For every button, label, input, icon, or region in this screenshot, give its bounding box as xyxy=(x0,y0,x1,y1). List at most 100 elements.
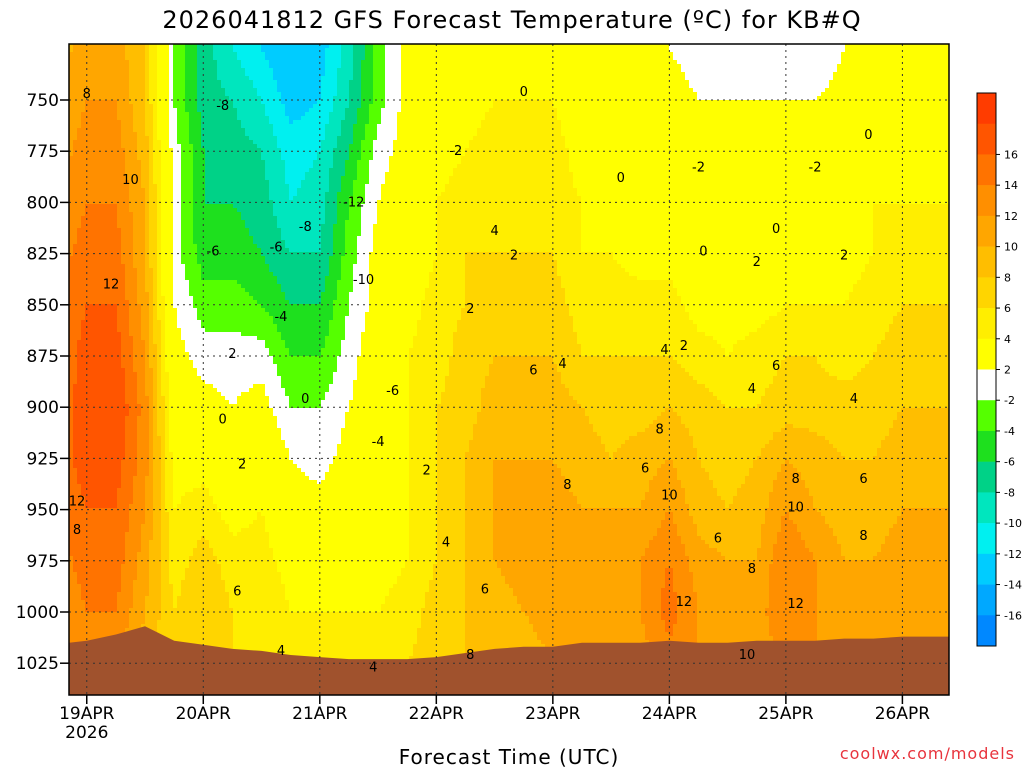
temperature-cell xyxy=(933,68,938,73)
temperature-cell xyxy=(173,68,178,73)
temperature-cell xyxy=(73,120,78,125)
temperature-cell xyxy=(185,100,190,105)
temperature-cell xyxy=(301,104,306,109)
temperature-cell xyxy=(77,52,82,57)
temperature-cell xyxy=(89,116,94,121)
temperature-cell xyxy=(893,76,898,81)
temperature-cell xyxy=(569,128,574,133)
temperature-cell xyxy=(577,48,582,53)
temperature-cell xyxy=(757,52,762,57)
temperature-cell xyxy=(793,80,798,85)
temperature-cell xyxy=(533,52,538,57)
temperature-cell xyxy=(313,96,318,101)
temperature-cell xyxy=(453,88,458,93)
temperature-cell xyxy=(413,88,418,93)
temperature-cell xyxy=(449,52,454,57)
temperature-cell xyxy=(133,60,138,65)
temperature-cell xyxy=(433,112,438,117)
temperature-cell xyxy=(573,120,578,125)
temperature-cell xyxy=(409,60,414,65)
temperature-cell xyxy=(517,80,522,85)
temperature-cell xyxy=(797,120,802,125)
temperature-cell xyxy=(253,92,258,97)
temperature-cell xyxy=(521,132,526,137)
temperature-cell xyxy=(813,48,818,53)
temperature-cell xyxy=(133,80,138,85)
temperature-cell xyxy=(913,116,918,121)
temperature-cell xyxy=(161,80,166,85)
temperature-cell xyxy=(833,68,838,73)
temperature-cell xyxy=(549,44,554,49)
temperature-cell xyxy=(225,108,230,113)
temperature-cell xyxy=(377,80,382,85)
temperature-cell xyxy=(289,116,294,121)
temperature-cell xyxy=(373,124,378,129)
temperature-cell xyxy=(413,132,418,137)
temperature-cell xyxy=(865,60,870,65)
temperature-cell xyxy=(797,72,802,77)
temperature-cell xyxy=(629,52,634,57)
temperature-cell xyxy=(325,76,330,81)
temperature-cell xyxy=(245,44,250,49)
temperature-cell xyxy=(793,48,798,53)
temperature-cell xyxy=(617,108,622,113)
temperature-cell xyxy=(941,88,946,93)
temperature-cell xyxy=(369,128,374,133)
temperature-cell xyxy=(673,80,678,85)
temperature-cell xyxy=(221,120,226,125)
temperature-cell xyxy=(877,124,882,129)
temperature-cell xyxy=(677,116,682,121)
temperature-cell xyxy=(773,48,778,53)
temperature-cell xyxy=(437,44,442,49)
temperature-cell xyxy=(225,52,230,57)
temperature-cell xyxy=(689,108,694,113)
temperature-cell xyxy=(141,132,146,137)
temperature-cell xyxy=(701,56,706,61)
temperature-cell xyxy=(369,84,374,89)
temperature-cell xyxy=(229,128,234,133)
temperature-cell xyxy=(765,112,770,117)
temperature-cell xyxy=(621,52,626,57)
temperature-cell xyxy=(409,108,414,113)
temperature-cell xyxy=(533,132,538,137)
temperature-cell xyxy=(281,128,286,133)
temperature-cell xyxy=(497,76,502,81)
temperature-cell xyxy=(457,60,462,65)
temperature-cell xyxy=(673,120,678,125)
temperature-cell xyxy=(849,80,854,85)
temperature-cell xyxy=(121,92,126,97)
temperature-cell xyxy=(153,100,158,105)
temperature-cell xyxy=(813,128,818,133)
temperature-cell xyxy=(273,128,278,133)
temperature-cell xyxy=(309,64,314,69)
temperature-cell xyxy=(341,72,346,77)
temperature-cell xyxy=(929,88,934,93)
temperature-cell xyxy=(457,104,462,109)
temperature-cell xyxy=(909,112,914,117)
temperature-cell xyxy=(297,96,302,101)
temperature-cell xyxy=(841,104,846,109)
temperature-cell xyxy=(701,96,706,101)
temperature-cell xyxy=(401,108,406,113)
temperature-cell xyxy=(93,112,98,117)
temperature-cell xyxy=(501,52,506,57)
temperature-cell xyxy=(689,104,694,109)
temperature-cell xyxy=(845,120,850,125)
temperature-cell xyxy=(661,60,666,65)
temperature-cell xyxy=(393,96,398,101)
temperature-cell xyxy=(381,88,386,93)
temperature-cell xyxy=(829,100,834,105)
temperature-cell xyxy=(617,52,622,57)
temperature-cell xyxy=(553,116,558,121)
temperature-cell xyxy=(405,120,410,125)
temperature-cell xyxy=(533,88,538,93)
temperature-cell xyxy=(733,80,738,85)
temperature-cell xyxy=(209,76,214,81)
temperature-cell xyxy=(209,92,214,97)
temperature-cell xyxy=(601,104,606,109)
temperature-cell xyxy=(469,124,474,129)
temperature-cell xyxy=(313,76,318,81)
temperature-cell xyxy=(329,84,334,89)
temperature-cell xyxy=(541,68,546,73)
temperature-cell xyxy=(745,48,750,53)
